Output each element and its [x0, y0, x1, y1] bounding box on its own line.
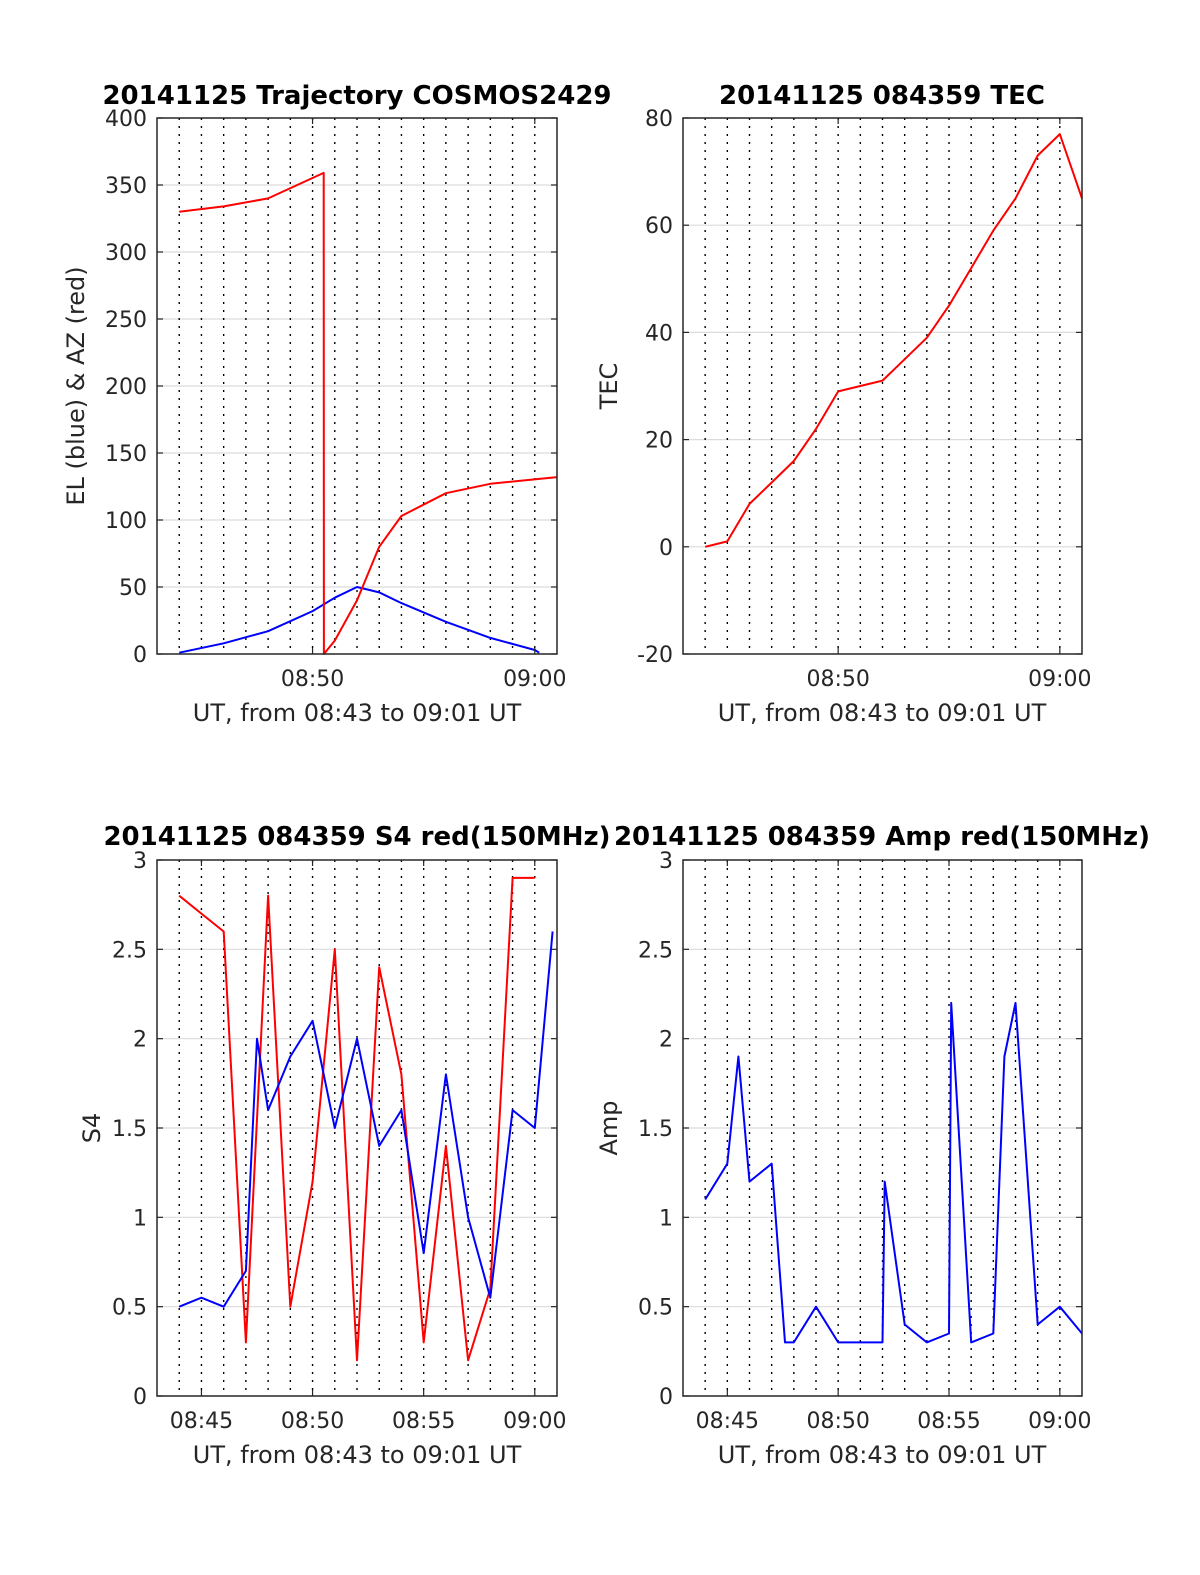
y-axis-label: S4 [78, 1113, 106, 1144]
x-tick-label: 08:45 [696, 1409, 759, 1434]
series-line [704, 133, 1083, 548]
x-tick-label: 09:00 [503, 1409, 566, 1434]
series-line [178, 931, 554, 1308]
chart-title: 20141125 Trajectory COSMOS2429 [102, 81, 611, 111]
y-axis-label: EL (blue) & AZ (red) [62, 266, 90, 505]
series-line [178, 586, 540, 654]
y-tick-label: 0 [133, 643, 147, 668]
chart-title: 20141125 084359 S4 red(150MHz) [103, 822, 610, 852]
y-tick-label: 350 [105, 174, 147, 199]
y-tick-label: 0.5 [638, 1296, 673, 1321]
y-tick-label: 1 [133, 1206, 147, 1231]
y-tick-label: 60 [645, 214, 673, 239]
x-tick-label: 08:50 [806, 667, 869, 692]
series-line [704, 1001, 1083, 1344]
y-tick-label: 1 [659, 1206, 673, 1231]
x-tick-label: 08:55 [917, 1409, 980, 1434]
x-axis-label: UT, from 08:43 to 09:01 UT [193, 1441, 522, 1469]
y-tick-label: 400 [105, 107, 147, 132]
x-tick-label: 08:50 [806, 1409, 869, 1434]
plot-frame [682, 117, 1083, 655]
y-tick-label: 2.5 [638, 938, 673, 963]
x-tick-label: 08:50 [281, 667, 344, 692]
series-line [179, 171, 558, 655]
y-tick-label: 0 [659, 1385, 673, 1410]
y-axis-label: TEC [595, 363, 623, 411]
y-tick-label: 100 [105, 509, 147, 534]
x-tick-label: 09:00 [503, 667, 566, 692]
y-tick-label: 3 [659, 849, 673, 874]
y-tick-label: 0 [133, 1385, 147, 1410]
chart-title: 20141125 084359 TEC [719, 81, 1045, 111]
y-tick-label: 50 [119, 576, 147, 601]
x-tick-label: 08:50 [281, 1409, 344, 1434]
y-tick-label: 20 [645, 429, 673, 454]
y-axis-label: Amp [595, 1100, 623, 1155]
y-tick-label: 200 [105, 375, 147, 400]
y-tick-label: 40 [645, 321, 673, 346]
y-tick-label: 250 [105, 308, 147, 333]
chart-title: 20141125 084359 Amp red(150MHz) [614, 822, 1150, 852]
y-tick-label: 2.5 [112, 938, 147, 963]
x-axis-label: UT, from 08:43 to 09:01 UT [193, 699, 522, 727]
y-tick-label: 0 [659, 536, 673, 561]
y-tick-label: 150 [105, 442, 147, 467]
y-tick-label: -20 [637, 643, 673, 668]
tec-chart: -20 0 20 40 60 80 08:50 09:00 20141125 084359 T… [595, 81, 1092, 727]
y-tick-label: 300 [105, 241, 147, 266]
x-tick-label: 09:00 [1028, 667, 1091, 692]
y-tick-label: 80 [645, 107, 673, 132]
y-tick-label: 2 [133, 1028, 147, 1053]
amp-chart: 0 0.5 1 1.5 2 2.5 3 08:45 08:50 08:55 09:00 201411… [595, 822, 1150, 1469]
y-tick-label: 3 [133, 849, 147, 874]
series-line [178, 876, 535, 1362]
s4-chart: 0 0.5 1 1.5 2 2.5 3 08:45 08:50 08:55 09:00 201411… [78, 822, 611, 1469]
x-tick-label: 08:45 [170, 1409, 233, 1434]
y-tick-label: 1.5 [638, 1117, 673, 1142]
x-tick-label: 08:55 [392, 1409, 455, 1434]
trajectory-chart: 0 50 100 150 200 250 300 350 400 08:50 09:00 20141… [62, 81, 612, 727]
x-axis-label: UT, from 08:43 to 09:01 UT [718, 699, 1047, 727]
y-tick-label: 2 [659, 1028, 673, 1053]
x-axis-label: UT, from 08:43 to 09:01 UT [718, 1441, 1047, 1469]
y-tick-label: 1.5 [112, 1117, 147, 1142]
x-tick-label: 09:00 [1028, 1409, 1091, 1434]
y-tick-label: 0.5 [112, 1296, 147, 1321]
